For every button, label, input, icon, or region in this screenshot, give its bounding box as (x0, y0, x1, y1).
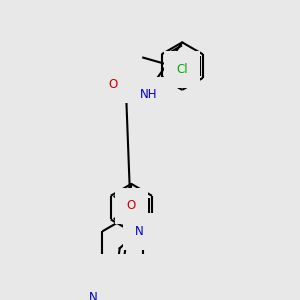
Text: O: O (108, 78, 117, 91)
Text: O: O (127, 200, 136, 212)
Text: Cl: Cl (176, 63, 188, 76)
Text: N: N (89, 291, 98, 300)
Text: N: N (135, 225, 144, 238)
Text: NH: NH (140, 88, 157, 101)
